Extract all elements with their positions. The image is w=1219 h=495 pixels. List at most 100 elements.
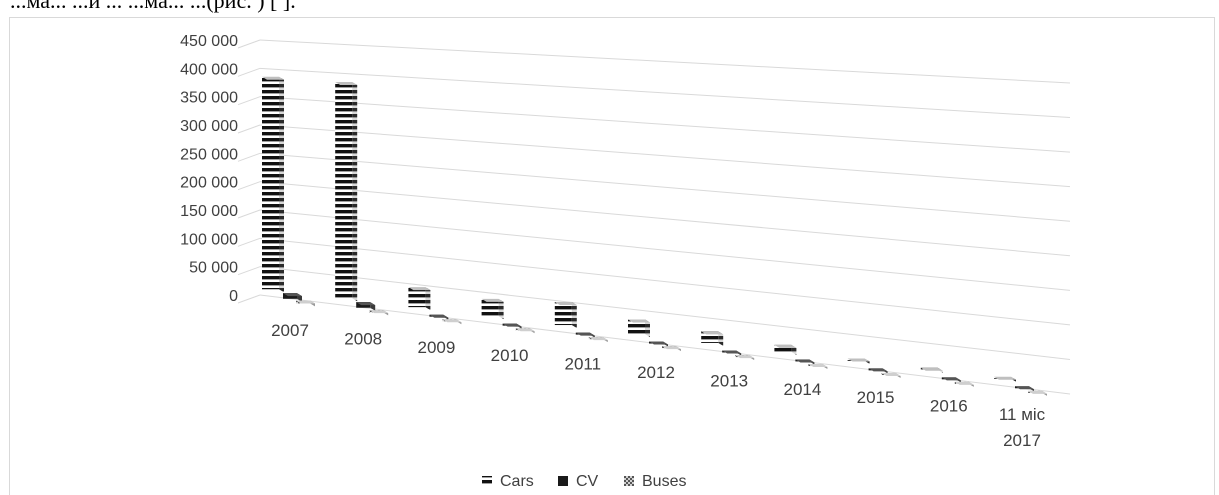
bar-side-cars bbox=[571, 302, 577, 329]
bar-top-cars bbox=[262, 76, 284, 80]
bar-cars bbox=[408, 287, 426, 308]
gridline bbox=[259, 266, 1071, 360]
bar-top-cv bbox=[649, 341, 668, 345]
y-tick-label: 100 000 bbox=[180, 231, 238, 248]
gridline-depth bbox=[237, 209, 261, 219]
y-tick-label: 250 000 bbox=[180, 146, 238, 163]
legend-label-cars: Cars bbox=[500, 473, 534, 490]
bar-top-cars bbox=[481, 298, 504, 302]
gridline-depth bbox=[237, 124, 261, 134]
legend-swatch-buses bbox=[624, 476, 634, 486]
bar-cars bbox=[628, 319, 645, 334]
y-tick-label: 200 000 bbox=[180, 175, 238, 192]
y-tick-label: 0 bbox=[229, 288, 238, 305]
gridline bbox=[259, 209, 1071, 291]
bar-top-buses bbox=[954, 381, 974, 385]
legend-label-cv: CV bbox=[576, 473, 599, 490]
bar-top-buses bbox=[588, 337, 608, 341]
x-category-label: 2010 bbox=[491, 346, 529, 365]
page-caption-fragment: ...ма... ...и ... ...ма... ...(рис. ) [ … bbox=[10, 0, 296, 13]
legend-swatch-cars bbox=[482, 476, 492, 486]
bar-side-cars bbox=[718, 331, 724, 346]
bar-top-buses bbox=[296, 300, 315, 304]
gridline bbox=[259, 237, 1071, 326]
bar-top-buses bbox=[369, 310, 389, 314]
gridline-depth bbox=[237, 96, 261, 106]
x-category-label: 2007 bbox=[271, 321, 309, 340]
gridline-depth bbox=[237, 266, 261, 276]
bar-top-cv bbox=[283, 293, 302, 297]
gridline-depth bbox=[237, 237, 261, 247]
y-tick-label: 150 000 bbox=[180, 203, 238, 220]
bar-cars bbox=[335, 82, 353, 299]
bar-top-cv bbox=[722, 350, 742, 354]
bar-side-cars bbox=[498, 298, 504, 320]
bar-top-buses bbox=[1028, 390, 1047, 394]
x-category-label: 2016 bbox=[930, 397, 968, 416]
bar-top-cv bbox=[941, 377, 961, 381]
x-category-label: 11 міс 2017 bbox=[999, 405, 1046, 450]
bar-top-cv bbox=[429, 314, 449, 318]
gridline bbox=[259, 96, 1071, 153]
bar-top-cv bbox=[502, 323, 522, 327]
y-tick-label: 400 000 bbox=[180, 61, 238, 78]
bar-cars bbox=[262, 76, 279, 290]
bar-top-cars bbox=[554, 302, 577, 306]
gridline bbox=[259, 181, 1071, 257]
bar-top-cars bbox=[847, 358, 870, 362]
x-category-label: 2008 bbox=[344, 329, 382, 348]
y-tick-label: 300 000 bbox=[180, 118, 238, 135]
bar-top-cars bbox=[628, 319, 650, 323]
bar-top-cv bbox=[795, 359, 815, 363]
bar-side-cars bbox=[645, 319, 650, 337]
y-tick-label: 50 000 bbox=[189, 260, 238, 277]
gridline bbox=[259, 152, 1071, 222]
gridline bbox=[259, 124, 1071, 188]
bar-cars bbox=[701, 331, 719, 343]
bar-top-cars bbox=[335, 82, 358, 86]
bar-top-cv bbox=[868, 368, 888, 372]
bar-top-buses bbox=[808, 364, 828, 368]
bar-top-buses bbox=[515, 328, 535, 332]
y-axis-ticks: 450 000 400 000 350 000 300 000 250 000 200 0… bbox=[180, 33, 238, 305]
bar-side-cars bbox=[279, 76, 284, 293]
legend: Cars CV Buses bbox=[482, 473, 686, 490]
bars bbox=[262, 76, 1047, 396]
legend-label-buses: Buses bbox=[642, 473, 686, 490]
gridline-depth bbox=[237, 67, 261, 77]
bar-cars bbox=[481, 298, 499, 317]
bar-top-buses bbox=[881, 372, 901, 376]
bar-top-buses bbox=[442, 319, 462, 323]
y-tick-label: 350 000 bbox=[180, 90, 238, 107]
gridline-depth bbox=[237, 181, 261, 191]
bar-top-cv bbox=[356, 302, 376, 306]
legend-swatch-cv bbox=[558, 476, 568, 486]
bar-top-cv bbox=[575, 332, 595, 336]
x-category-label: 2015 bbox=[857, 388, 895, 407]
gridline-depth bbox=[237, 39, 261, 49]
bar-cars bbox=[774, 344, 792, 352]
bar-top-buses bbox=[662, 346, 681, 350]
gridline bbox=[259, 67, 1071, 119]
bar-top-cars bbox=[994, 376, 1016, 380]
bar-top-cars bbox=[774, 344, 797, 348]
x-axis-categories: 2007 2008 2009 2010 2011 2012 2013 2014 2015 2016… bbox=[271, 321, 1046, 450]
bar-top-cv bbox=[1015, 386, 1034, 390]
x-category-label: 2014 bbox=[783, 380, 821, 399]
x-category-label: 2011 bbox=[565, 355, 602, 374]
gridlines bbox=[237, 39, 1071, 395]
y-tick-label: 450 000 bbox=[180, 33, 238, 50]
gridline-depth bbox=[237, 294, 261, 304]
bar-top-cars bbox=[701, 331, 724, 335]
bar-side-cars bbox=[425, 287, 431, 311]
bar-cars bbox=[554, 302, 572, 326]
x-category-label: 2013 bbox=[710, 371, 748, 390]
bar-top-cars bbox=[920, 367, 943, 371]
chart-frame bbox=[9, 17, 1215, 495]
bar-side-cars bbox=[352, 82, 358, 302]
bar-top-cars bbox=[408, 287, 431, 291]
gridline bbox=[259, 39, 1071, 84]
bar-top-buses bbox=[735, 355, 755, 359]
gridline-depth bbox=[237, 152, 261, 162]
